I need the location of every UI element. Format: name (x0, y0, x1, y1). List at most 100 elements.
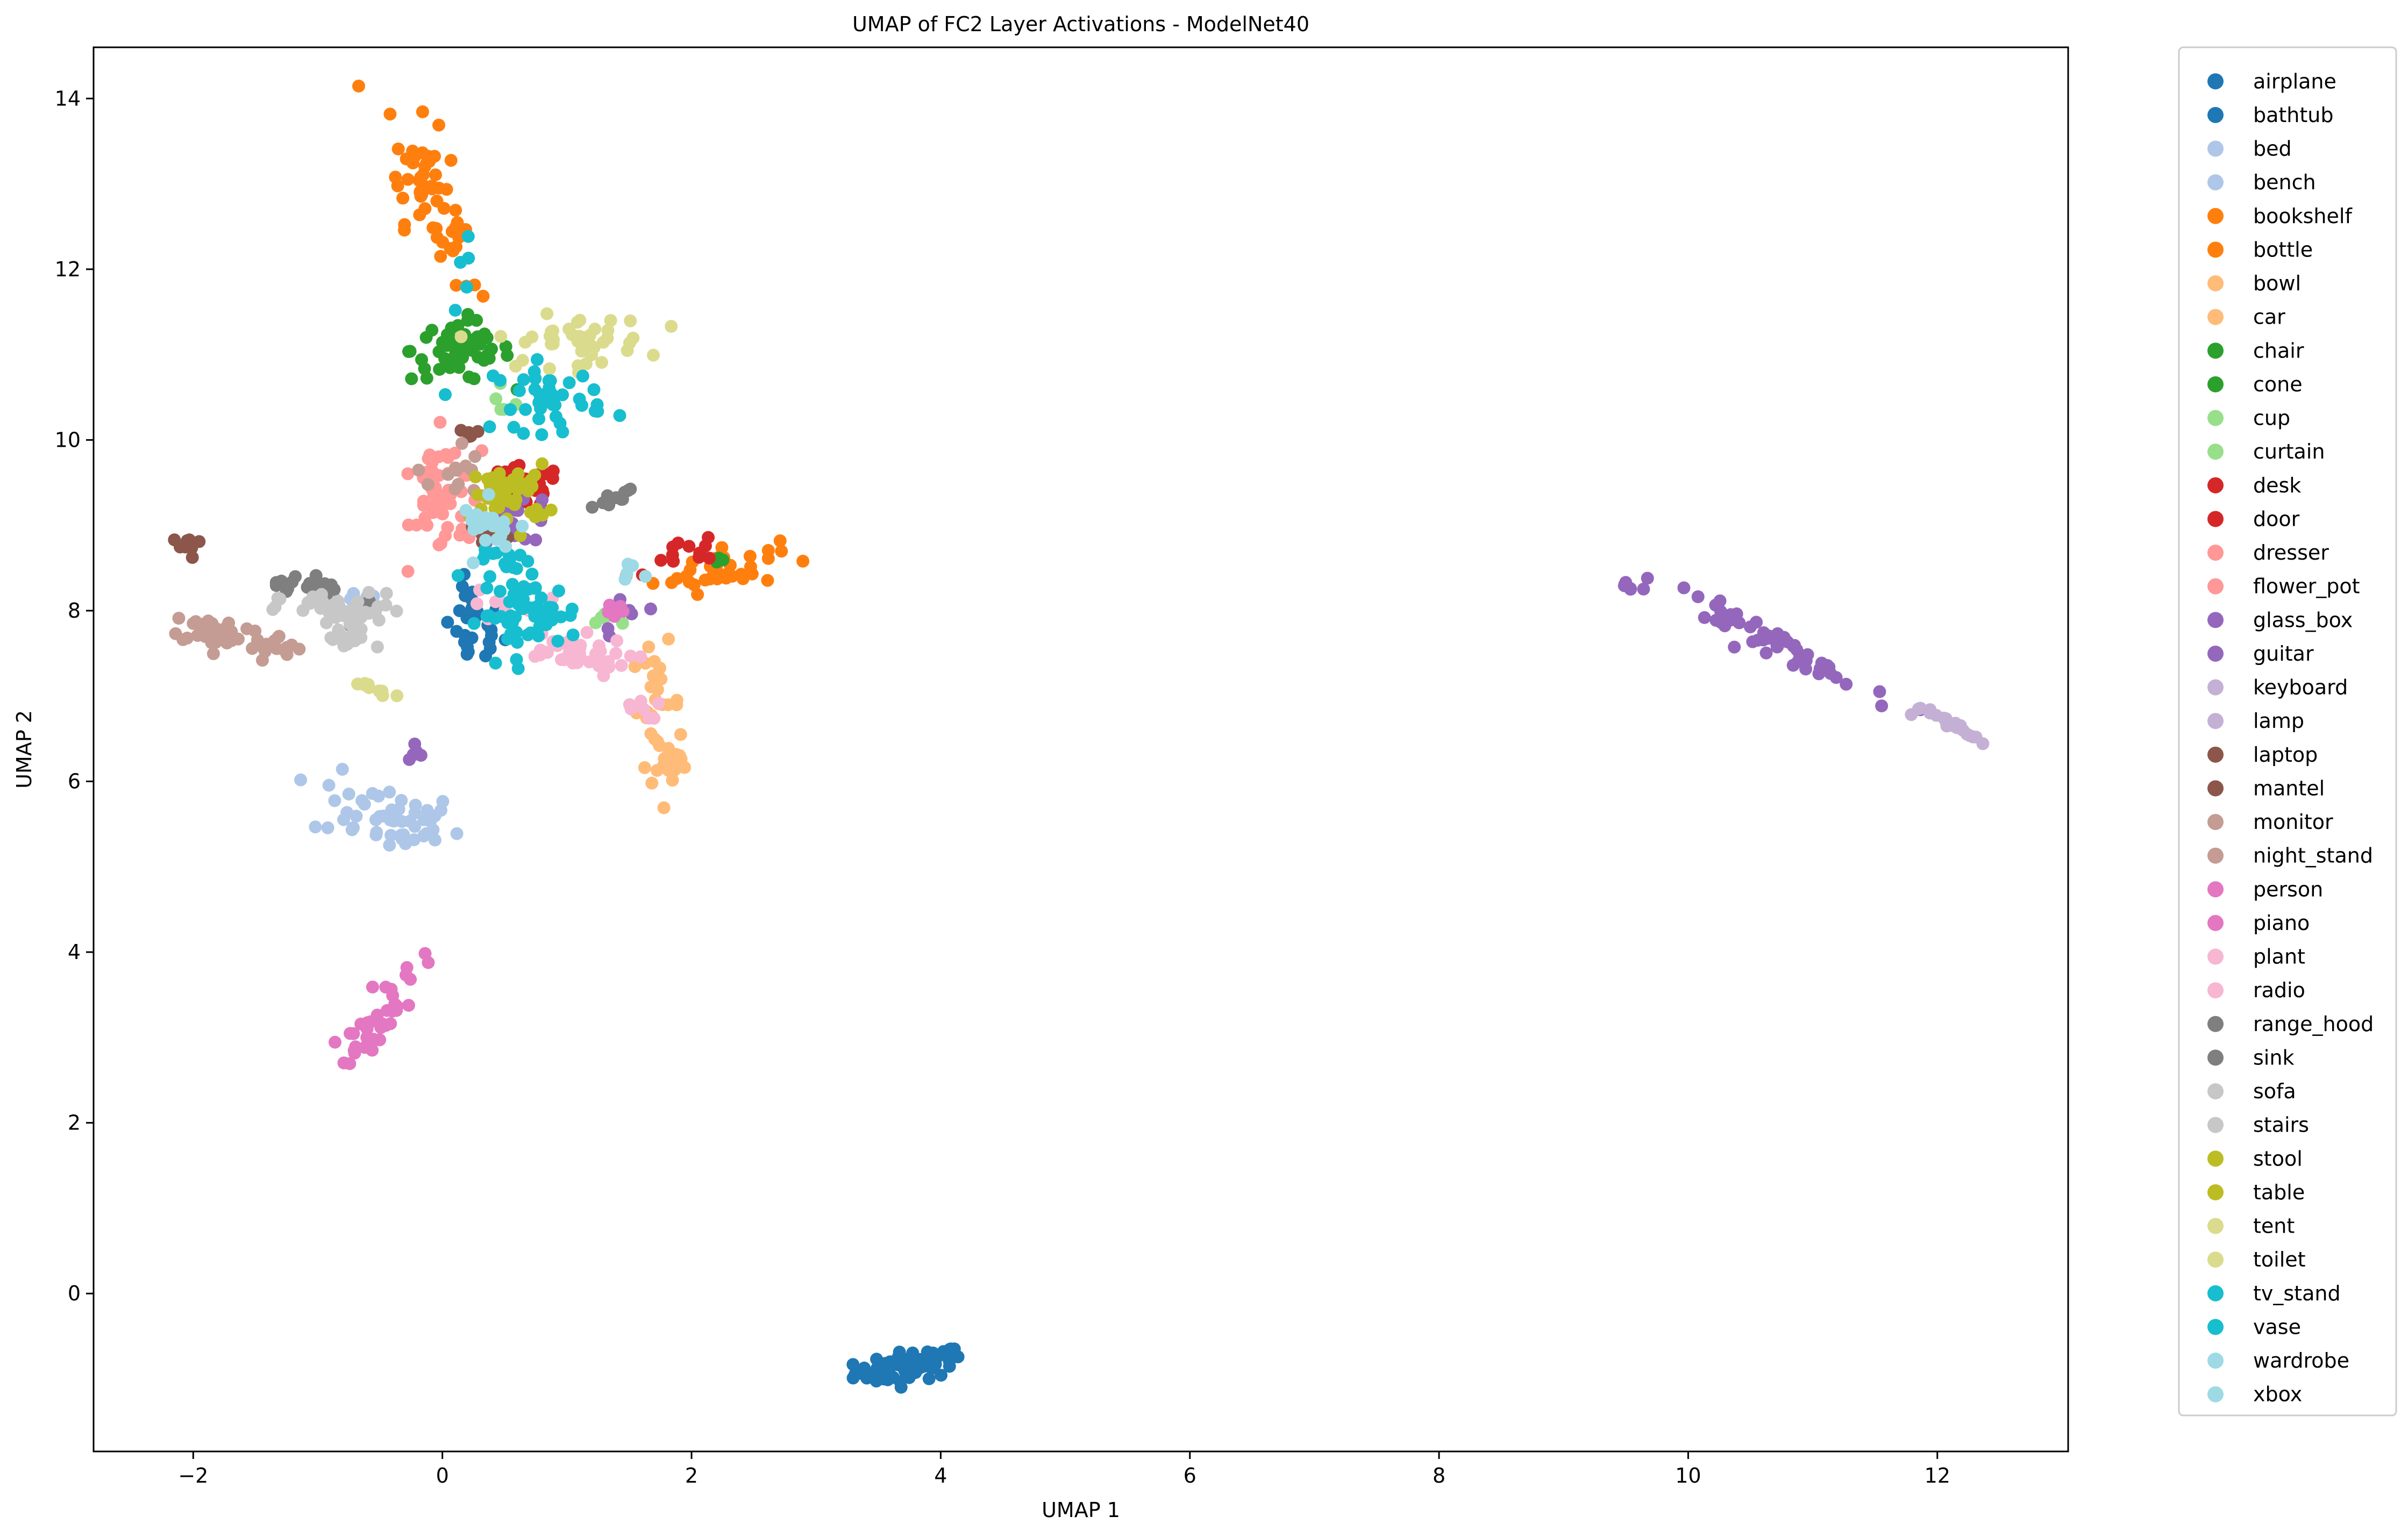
data-point (902, 1371, 916, 1384)
legend-marker (2207, 814, 2224, 831)
data-point (628, 660, 642, 674)
data-point (626, 559, 639, 573)
data-point (666, 774, 679, 787)
data-point (421, 478, 434, 491)
data-point (580, 626, 594, 639)
legend-label: car (2253, 305, 2285, 329)
legend-label: person (2253, 877, 2323, 901)
data-point (248, 624, 262, 638)
data-point (383, 839, 396, 852)
data-point (494, 403, 508, 416)
data-point (1698, 611, 1711, 624)
legend-label: tv_stand (2253, 1282, 2341, 1305)
data-point (610, 603, 623, 617)
data-point (529, 533, 543, 547)
data-point (433, 416, 447, 429)
data-point (477, 518, 490, 532)
data-point (951, 1350, 965, 1363)
data-point (460, 281, 473, 294)
data-point (521, 628, 535, 641)
chart-title: UMAP of FC2 Layer Activations - ModelNet… (852, 12, 1309, 36)
legend-marker (2207, 1015, 2224, 1032)
data-point (483, 420, 496, 433)
legend-label: stairs (2253, 1113, 2309, 1137)
legend-marker (2207, 275, 2224, 292)
data-point (473, 338, 487, 351)
data-point (429, 168, 442, 182)
data-point (610, 634, 623, 647)
y-tick-label: 12 (55, 257, 81, 281)
data-point (387, 807, 401, 820)
data-point (448, 304, 462, 317)
data-point (483, 570, 496, 583)
data-point (566, 328, 579, 341)
series-tent (454, 307, 678, 379)
data-point (571, 316, 584, 329)
data-point (595, 356, 608, 369)
data-point (532, 412, 545, 426)
data-point (476, 553, 490, 566)
x-tick-label: 12 (1925, 1464, 1950, 1487)
data-point (408, 738, 422, 750)
data-point (189, 615, 202, 628)
data-point (525, 568, 539, 581)
x-tick-label: 8 (1433, 1464, 1445, 1487)
legend-marker (2207, 73, 2224, 90)
data-point (504, 403, 517, 416)
data-point (601, 622, 615, 635)
data-point (533, 643, 547, 657)
series-airplane (846, 1342, 965, 1394)
data-point (467, 617, 481, 630)
data-point (691, 588, 704, 601)
legend-marker (2207, 1117, 2224, 1133)
data-point (260, 638, 273, 651)
data-point (517, 373, 530, 387)
series-laptop (168, 533, 206, 564)
data-point (494, 374, 507, 387)
data-point (519, 403, 532, 416)
data-point (321, 821, 334, 834)
data-point (471, 488, 485, 502)
legend-label: table (2253, 1181, 2305, 1204)
data-point (489, 595, 502, 609)
data-point (531, 600, 544, 613)
data-point (455, 437, 468, 450)
legend-label: bathtub (2253, 103, 2334, 127)
data-point (400, 961, 414, 974)
data-point (544, 503, 558, 517)
legend-marker (2207, 612, 2224, 628)
data-point (371, 640, 384, 654)
y-tick-label: 2 (68, 1111, 81, 1135)
data-point (503, 553, 516, 567)
data-point (354, 631, 368, 645)
data-point (379, 1019, 393, 1032)
legend-label: sofa (2253, 1079, 2296, 1103)
data-point (482, 352, 496, 365)
legend-label: chair (2253, 339, 2304, 362)
legend-marker (2207, 443, 2224, 460)
data-point (403, 753, 416, 766)
data-point (433, 363, 446, 376)
legend-marker (2207, 982, 2224, 999)
data-point (386, 1004, 399, 1018)
data-point (309, 820, 322, 834)
data-point (449, 461, 462, 475)
data-point (657, 801, 671, 814)
legend-marker (2207, 1150, 2224, 1167)
x-tick-label: 2 (685, 1464, 698, 1487)
data-point (454, 424, 468, 437)
data-point (199, 621, 212, 634)
data-point (846, 1358, 860, 1371)
data-point (439, 529, 452, 542)
data-point (361, 1036, 375, 1049)
data-point (439, 388, 452, 401)
data-point (398, 224, 411, 237)
data-point (516, 519, 529, 533)
series-toilet (351, 677, 404, 703)
data-point (562, 376, 576, 389)
data-point (546, 398, 560, 412)
data-point (436, 507, 450, 520)
data-point (497, 515, 510, 528)
